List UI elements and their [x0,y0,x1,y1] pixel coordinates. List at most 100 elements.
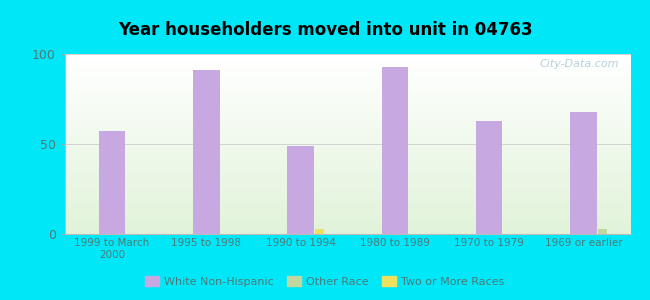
Bar [65,158,630,159]
Bar [65,200,630,201]
Bar [65,91,630,92]
Bar [65,106,630,107]
Bar [65,170,630,171]
Bar [65,99,630,100]
Bar [65,88,630,89]
Bar [65,69,630,70]
Text: City-Data.com: City-Data.com [540,59,619,69]
Bar [65,218,630,219]
Bar [65,183,630,184]
Bar [65,163,630,164]
Bar [65,148,630,149]
Bar [65,83,630,84]
Bar [65,78,630,79]
Bar [65,180,630,181]
Bar [65,187,630,188]
Bar [65,224,630,225]
Bar [65,165,630,166]
Bar [476,121,502,234]
Bar [382,67,408,234]
Text: Year householders moved into unit in 04763: Year householders moved into unit in 047… [118,21,532,39]
Bar [65,109,630,110]
Bar [315,229,324,234]
Bar [65,198,630,199]
Bar [65,137,630,138]
Bar [65,55,630,56]
Bar [65,184,630,185]
Bar [65,232,630,233]
Bar [65,202,630,203]
Bar [65,135,630,136]
Bar [65,134,630,135]
Bar [65,216,630,217]
Bar [65,108,630,109]
Bar [65,60,630,61]
Bar [287,146,314,234]
Bar [65,107,630,108]
Bar [65,54,630,55]
Bar [99,131,125,234]
Bar [65,112,630,113]
Bar [65,66,630,67]
Bar [65,171,630,172]
Bar [65,126,630,127]
Bar [65,74,630,75]
Bar [597,229,607,234]
Bar [65,206,630,207]
Bar [65,172,630,173]
Bar [65,129,630,130]
Bar [65,56,630,57]
Bar [65,185,630,186]
Bar [65,219,630,220]
Bar [65,153,630,154]
Bar [65,120,630,121]
Bar [65,98,630,99]
Bar [65,72,630,73]
Bar [65,65,630,66]
Bar [65,92,630,93]
Bar [65,124,630,125]
Bar [65,225,630,226]
Bar [65,227,630,228]
Bar [65,145,630,146]
Bar [65,221,630,222]
Bar [65,118,630,119]
Bar [65,80,630,81]
Bar [65,169,630,170]
Bar [65,64,630,65]
Bar [193,70,220,234]
Bar [65,197,630,198]
Bar [65,121,630,122]
Bar [570,112,597,234]
Bar [65,205,630,206]
Bar [65,226,630,227]
Bar [65,141,630,142]
Bar [65,89,630,90]
Bar [65,103,630,104]
Bar [65,196,630,197]
Bar [65,82,630,83]
Bar [65,176,630,177]
Bar [65,181,630,182]
Bar [65,223,630,224]
Bar [65,127,630,128]
Bar [65,157,630,158]
Bar [65,207,630,208]
Bar [65,90,630,91]
Bar [65,61,630,62]
Bar [65,189,630,190]
Bar [65,195,630,196]
Bar [65,125,630,126]
Bar [65,93,630,94]
Bar [65,220,630,221]
Bar [65,131,630,132]
Bar [65,210,630,211]
Bar [65,73,630,74]
Bar [65,177,630,178]
Bar [65,178,630,179]
Bar [65,57,630,58]
Bar [65,202,630,203]
Bar [65,58,630,59]
Bar [65,204,630,205]
Bar [65,147,630,148]
